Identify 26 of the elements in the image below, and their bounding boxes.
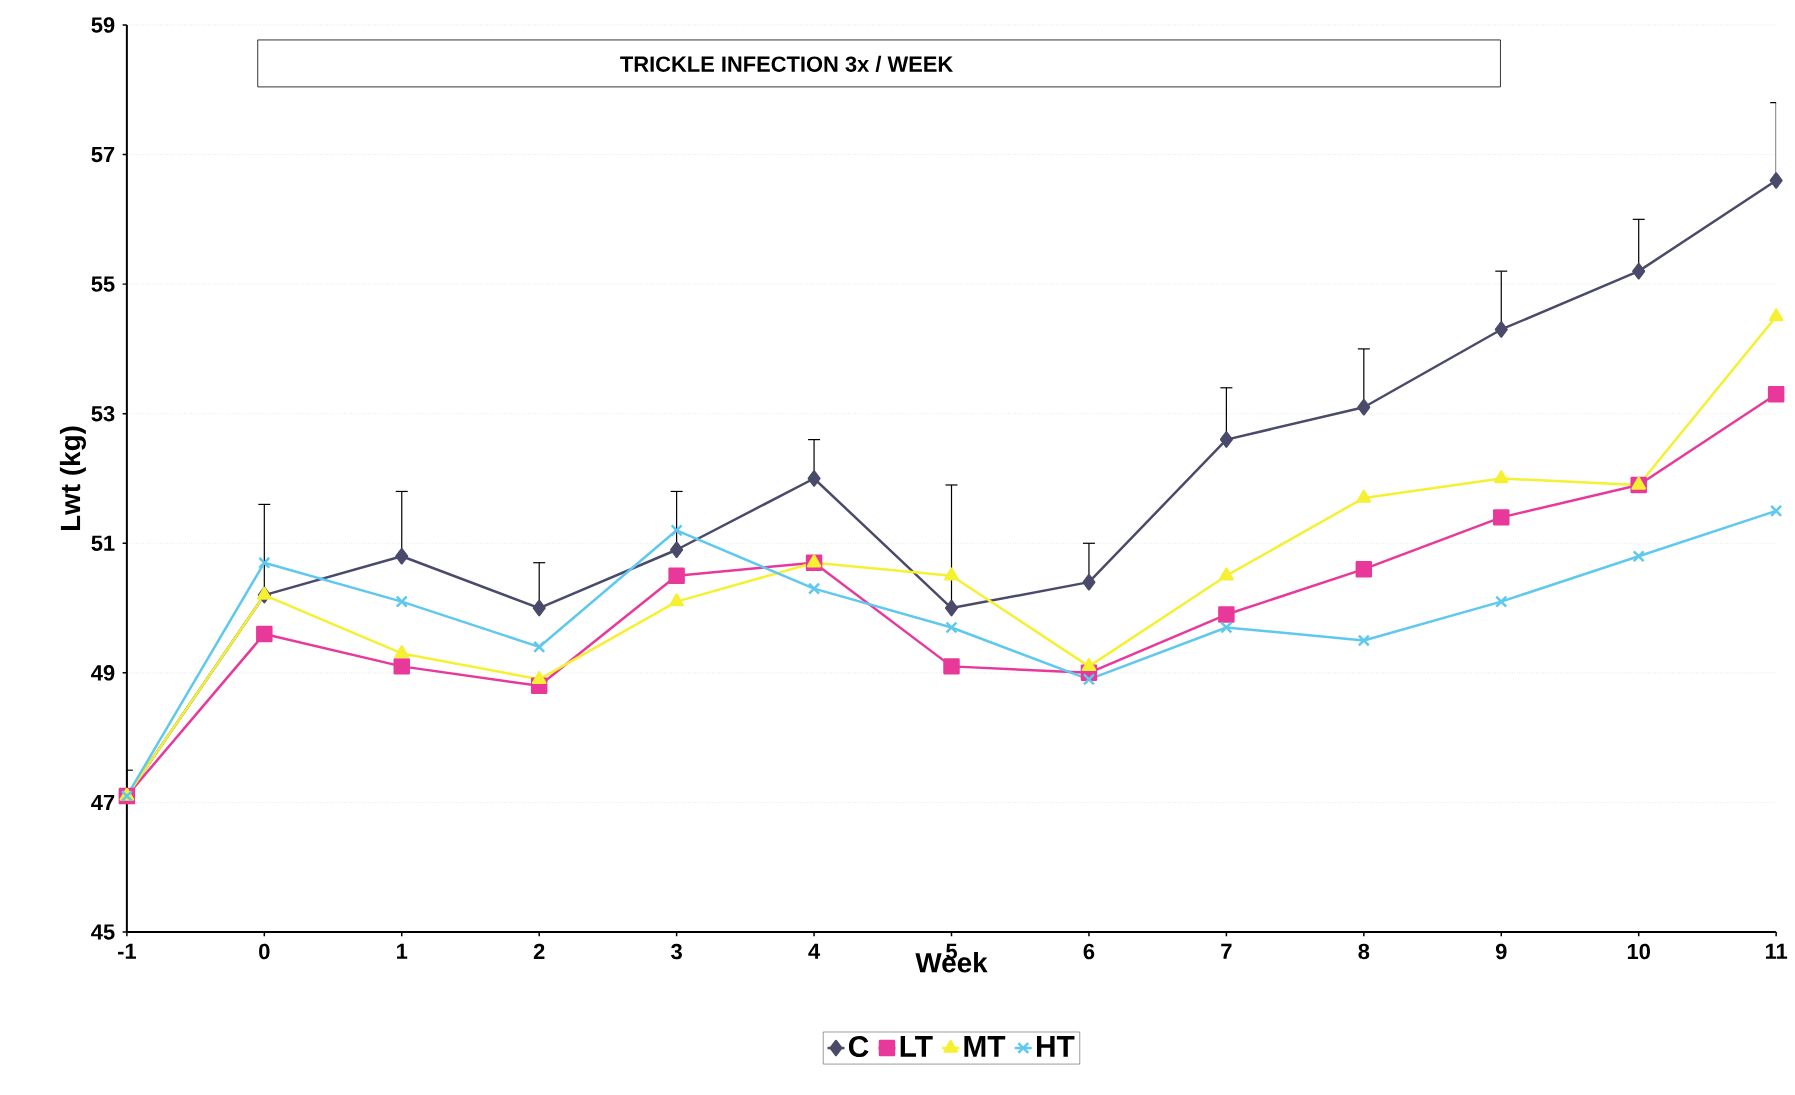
x-tick-label: 2 xyxy=(533,943,545,960)
x-tick-label: 3 xyxy=(671,943,682,960)
y-tick-label: 45 xyxy=(91,924,115,940)
x-tick-label: 4 xyxy=(808,943,821,959)
y-axis-title: Lwt (kg) xyxy=(59,426,86,531)
annotation: TRICKLE INFECTION 3x / WEEK xyxy=(620,55,954,73)
y-tick-label: 55 xyxy=(91,276,115,292)
x-tick-label: 10 xyxy=(1627,943,1650,960)
legend-label: LT xyxy=(900,1036,933,1057)
x-tick-label: 11 xyxy=(1765,943,1788,959)
x-tick-label: 0 xyxy=(259,943,270,960)
y-tick-label: 49 xyxy=(91,665,115,681)
x-tick-label: 6 xyxy=(1083,943,1095,960)
legend-label: MT xyxy=(964,1036,1006,1057)
legend-label: HT xyxy=(1036,1036,1075,1057)
y-tick-label: 57 xyxy=(91,146,115,163)
y-tick-label: 51 xyxy=(91,535,115,551)
x-tick-label: -1 xyxy=(118,943,136,959)
legend-label: C xyxy=(848,1036,869,1058)
y-tick-label: 59 xyxy=(91,17,115,33)
x-tick-label: 9 xyxy=(1495,943,1507,960)
y-tick-label: 47 xyxy=(91,794,115,811)
x-tick-label: 8 xyxy=(1358,943,1370,960)
x-tick-label: 1 xyxy=(397,943,408,959)
x-tick-label: 7 xyxy=(1221,943,1232,959)
y-tick-label: 53 xyxy=(91,406,115,422)
